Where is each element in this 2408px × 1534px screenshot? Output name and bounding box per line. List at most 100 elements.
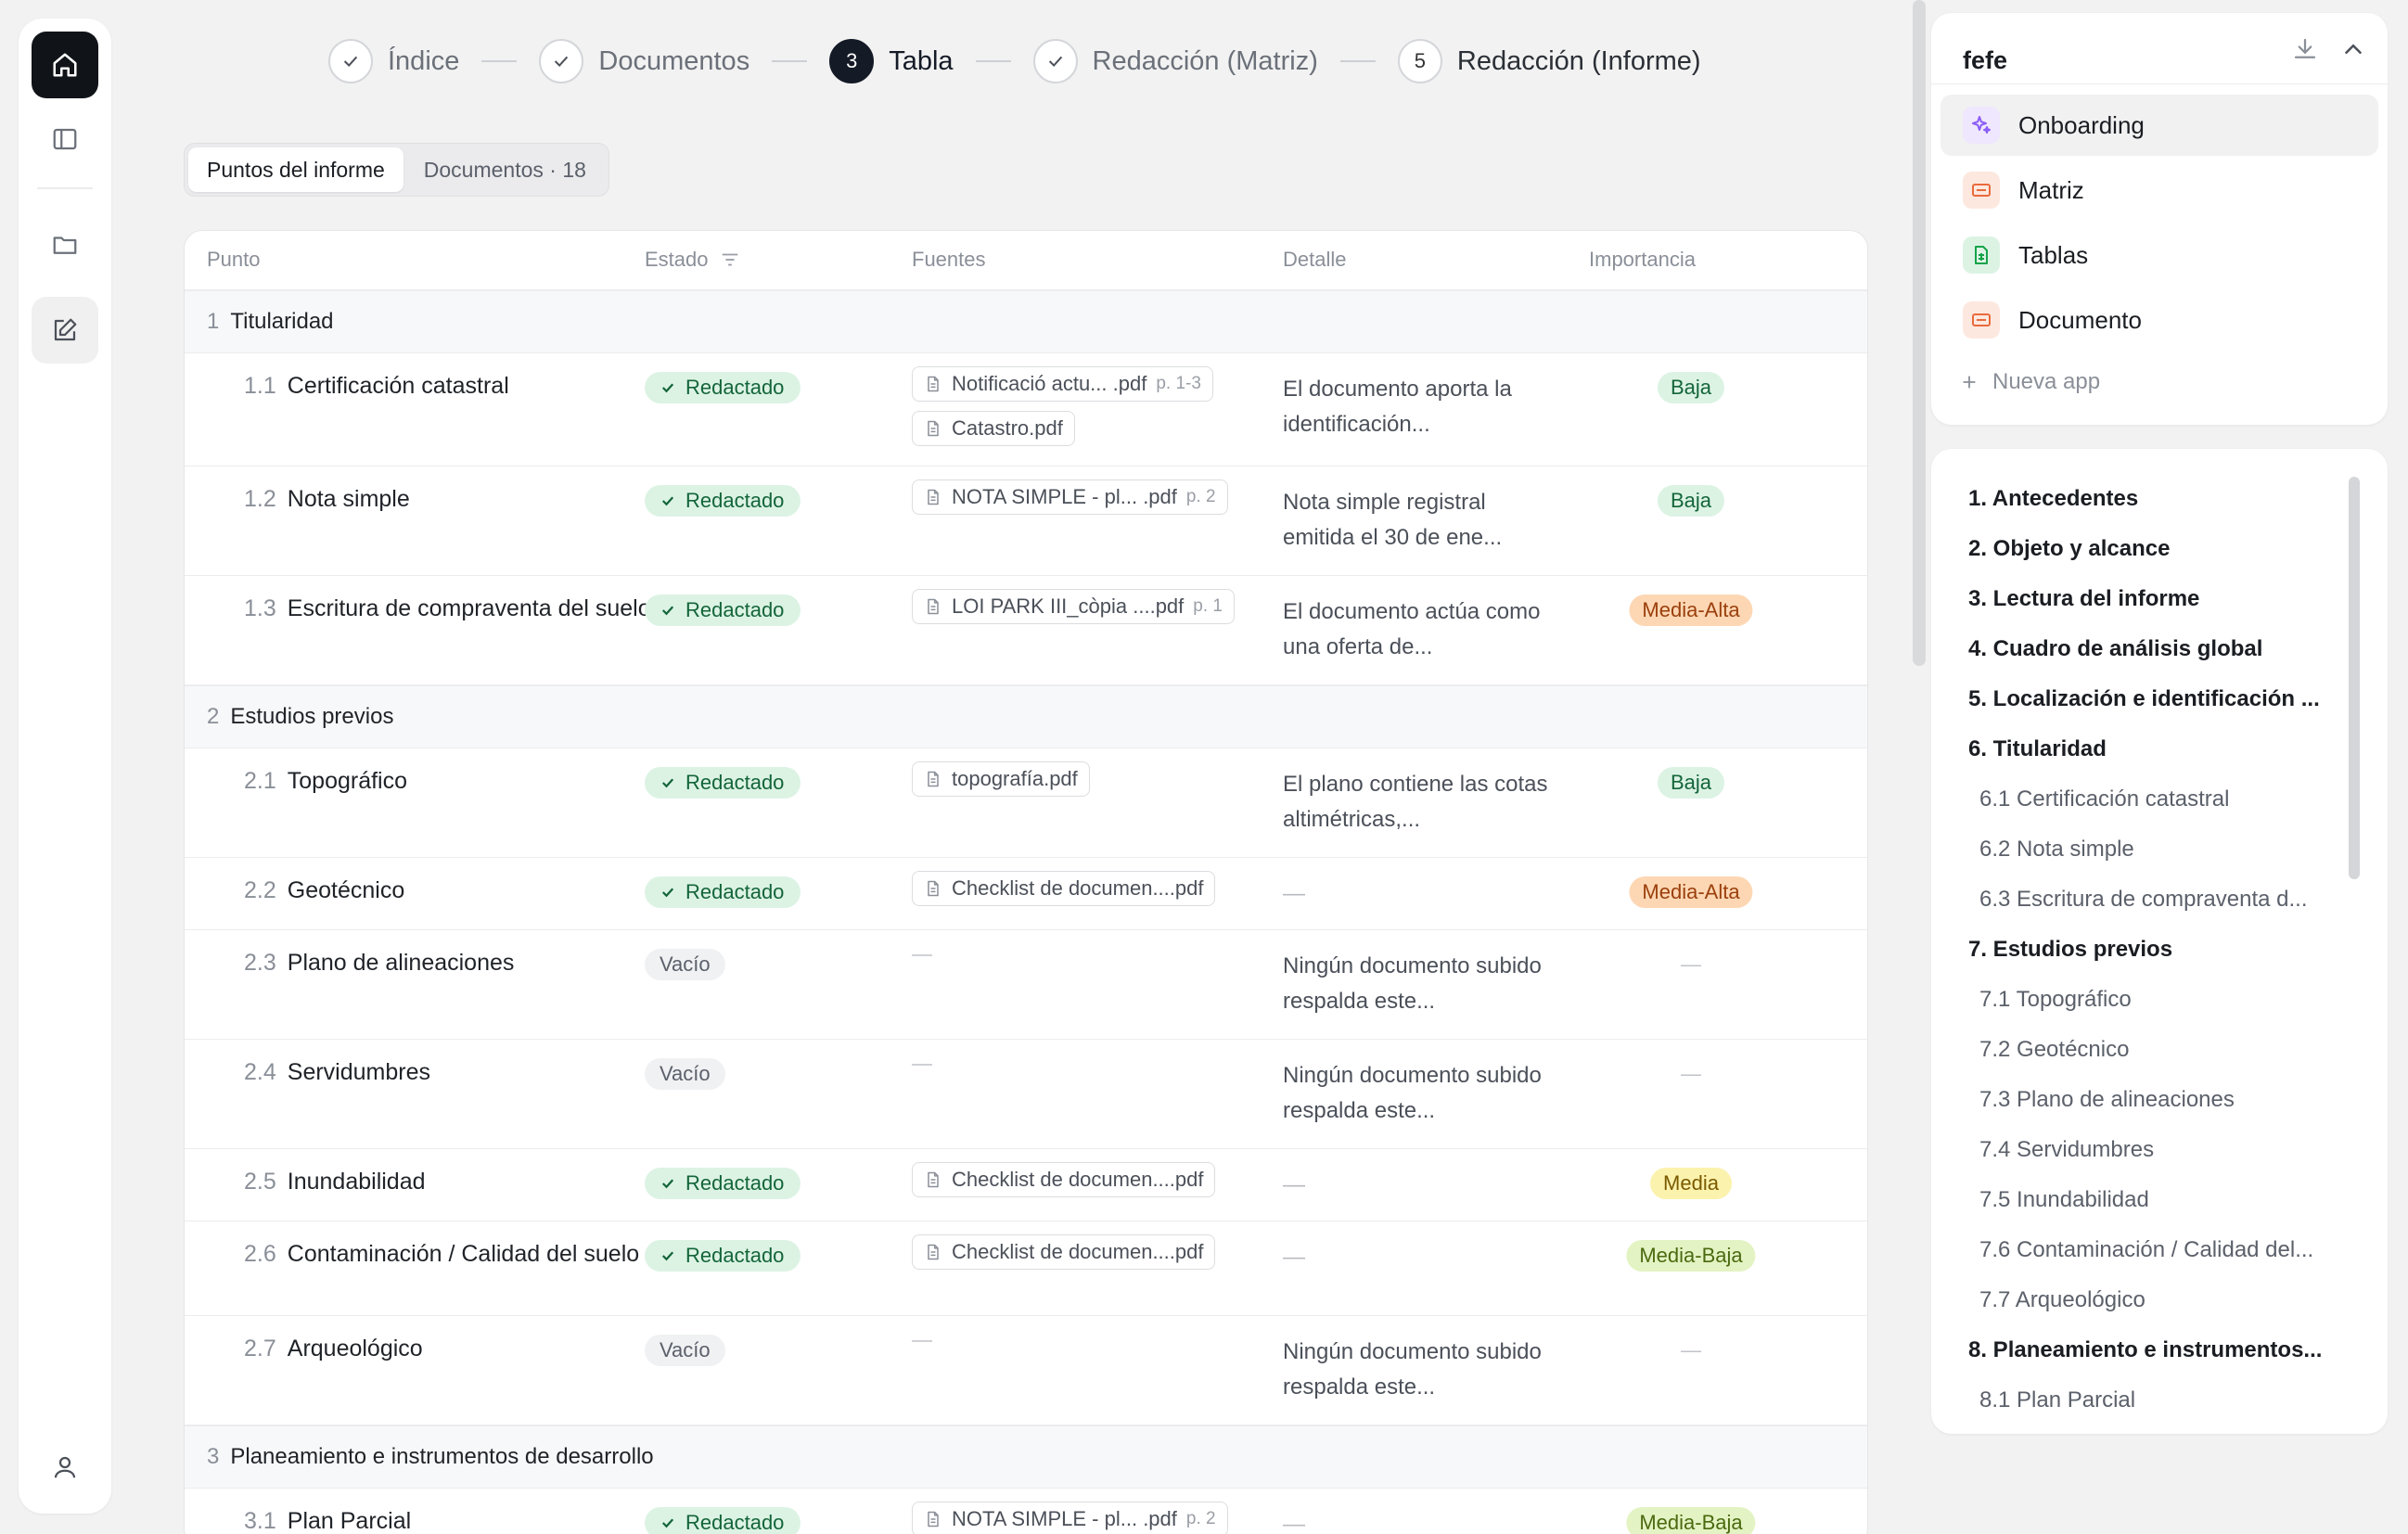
- step-tabla[interactable]: 3 Tabla: [829, 39, 954, 83]
- check-icon: [661, 888, 674, 898]
- point-cell: 1.1 Certificación catastral: [244, 372, 791, 400]
- outline-item[interactable]: 3. Lectura del informe: [1968, 586, 2200, 611]
- edit-button[interactable]: [32, 297, 98, 364]
- outline-item[interactable]: 2. Objeto y alcance: [1968, 536, 2171, 561]
- detail-text: Nota simple registral emitida el 30 de e…: [1283, 490, 1503, 550]
- tab-documentos[interactable]: Documentos · 18: [423, 157, 586, 182]
- table-row[interactable]: 1.2 Nota simple Redactado NOTA SIMPLE - p…: [185, 467, 1867, 576]
- app-item-documento[interactable]: Documento: [1940, 289, 2378, 351]
- table-row[interactable]: 2.4 Servidumbres Vacío Ningún documento su…: [185, 1040, 1867, 1149]
- status-label: Redactado: [685, 1244, 785, 1267]
- status-badge: Redactado: [645, 485, 801, 517]
- table-row[interactable]: 2.6 Contaminación / Calidad del suelo Red…: [185, 1221, 1867, 1316]
- table-row[interactable]: 3.1 Plan Parcial Redactado NOTA SIMPLE - …: [185, 1489, 1867, 1534]
- group-header[interactable]: 1 Titularidad: [185, 290, 1867, 353]
- group-number: 1: [207, 309, 220, 334]
- outline-item[interactable]: 8. Planeamiento e instrumentos...: [1968, 1337, 2323, 1362]
- outline-item[interactable]: 6.3 Escritura de compraventa d...: [1979, 887, 2308, 912]
- header-estado[interactable]: Estado: [645, 248, 740, 272]
- outline-item[interactable]: 7. Estudios previos: [1968, 937, 2173, 962]
- source-chip[interactable]: LOI PARK III_còpia ....pdf p. 1: [912, 589, 1235, 624]
- folder-icon: [53, 236, 77, 254]
- chevron-up-icon[interactable]: [2339, 35, 2367, 63]
- source-chip[interactable]: Checklist de documen....pdf: [912, 1234, 1216, 1270]
- outline-item[interactable]: 7.7 Arqueológico: [1979, 1287, 2145, 1312]
- outline-item[interactable]: 5. Localización e identificación ...: [1968, 686, 2320, 711]
- app-label: Matriz: [2018, 175, 2084, 204]
- outline-item[interactable]: 8.1 Plan Parcial: [1979, 1387, 2136, 1413]
- status-badge: Redactado: [645, 1240, 801, 1272]
- user-button[interactable]: [32, 1434, 98, 1501]
- toggle-sidebar-button[interactable]: [32, 106, 98, 173]
- point-title: Plan Parcial: [287, 1508, 412, 1534]
- source-chip[interactable]: Catastro.pdf: [912, 411, 1075, 446]
- point-number: 1.2: [244, 486, 276, 512]
- rail-divider: [37, 187, 93, 189]
- download-icon[interactable]: [2291, 35, 2319, 63]
- outline-item[interactable]: 7.1 Topográfico: [1979, 987, 2132, 1012]
- slides-icon: [1963, 301, 2000, 339]
- table-row[interactable]: 2.7 Arqueológico Vacío Ningún documento su…: [185, 1316, 1867, 1425]
- table-row[interactable]: 2.1 Topográfico Redactado topografía.pdf …: [185, 748, 1867, 858]
- main-scrollbar[interactable]: [1913, 0, 1926, 666]
- point-title: Contaminación / Calidad del suelo: [287, 1241, 640, 1267]
- source-chip[interactable]: NOTA SIMPLE - pl... .pdf p. 2: [912, 1502, 1228, 1534]
- detail-text: Ningún documento subido respalda este...: [1283, 1339, 1542, 1400]
- outline-item[interactable]: 7.3 Plano de alineaciones: [1979, 1087, 2235, 1112]
- tab-puntos-informe[interactable]: Puntos del informe: [188, 147, 403, 192]
- outline-scrollbar[interactable]: [2349, 477, 2360, 879]
- outline-item[interactable]: 1. Antecedentes: [1968, 486, 2139, 511]
- outline-item[interactable]: 7.5 Inundabilidad: [1979, 1187, 2149, 1212]
- edit-icon: [54, 318, 77, 341]
- step-redaccion-matriz[interactable]: Redacción (Matriz): [1032, 39, 1318, 83]
- source-chip[interactable]: NOTA SIMPLE - pl... .pdf p. 2: [912, 479, 1228, 515]
- sources-list: Checklist de documen....pdf: [912, 871, 1216, 906]
- importance-empty: —: [1681, 952, 1701, 976]
- new-app-button[interactable]: Nueva app: [1959, 369, 2100, 395]
- folder-button[interactable]: [32, 211, 98, 278]
- point-title: Plano de alineaciones: [287, 950, 515, 976]
- point-title: Inundabilidad: [287, 1169, 426, 1195]
- outline-item[interactable]: 6. Titularidad: [1968, 736, 2107, 761]
- point-cell: 2.3 Plano de alineaciones: [244, 949, 791, 977]
- table-row[interactable]: 2.2 Geotécnico Redactado Checklist de doc…: [185, 858, 1867, 930]
- group-header[interactable]: 2 Estudios previos: [185, 685, 1867, 748]
- point-number: 2.4: [244, 1059, 276, 1085]
- step-indice[interactable]: Índice: [328, 39, 459, 83]
- outline-item[interactable]: 6.2 Nota simple: [1979, 837, 2134, 862]
- status-label: Redactado: [685, 771, 785, 794]
- group-number: 3: [207, 1444, 220, 1469]
- outline-item[interactable]: 6.1 Certificación catastral: [1979, 786, 2230, 812]
- step-label: Redacción (Matriz): [1092, 45, 1318, 76]
- outline-item[interactable]: 4. Cuadro de análisis global: [1968, 636, 2263, 661]
- check-icon: [661, 606, 674, 616]
- status-badge: Redactado: [645, 876, 801, 908]
- source-chip[interactable]: topografía.pdf: [912, 761, 1090, 797]
- source-chip[interactable]: Notificació actu... .pdf p. 1-3: [912, 366, 1213, 402]
- app-item-matriz[interactable]: Matriz: [1940, 160, 2378, 221]
- importance-badge: Media-Baja: [1626, 1507, 1756, 1534]
- app-item-onboarding[interactable]: Onboarding: [1940, 95, 2378, 156]
- status-badge: Redactado: [645, 1168, 801, 1199]
- point-title: Arqueológico: [287, 1336, 423, 1361]
- detail-text: El plano contiene las cotas altimétricas…: [1283, 772, 1548, 832]
- app-item-tablas[interactable]: Tablas: [1940, 224, 2378, 286]
- table-row[interactable]: 2.3 Plano de alineaciones Vacío Ningún doc…: [185, 930, 1867, 1040]
- group-header[interactable]: 3 Planeamiento e instrumentos de desarro…: [185, 1425, 1867, 1489]
- step-documentos[interactable]: Documentos: [539, 39, 749, 83]
- table-row[interactable]: 1.1 Certificación catastral Redactado Not…: [185, 353, 1867, 467]
- outline-item[interactable]: 7.4 Servidumbres: [1979, 1137, 2155, 1162]
- outline-item[interactable]: 7.6 Contaminación / Calidad del...: [1979, 1237, 2314, 1262]
- source-chip[interactable]: Checklist de documen....pdf: [912, 1162, 1216, 1197]
- source-chip[interactable]: Checklist de documen....pdf: [912, 871, 1216, 906]
- source-page: p. 1: [1193, 596, 1223, 616]
- importance-empty: —: [1681, 1062, 1701, 1085]
- filter-icon[interactable]: [720, 249, 740, 270]
- status-label: Redactado: [685, 1511, 785, 1534]
- table-row[interactable]: 1.3 Escritura de compraventa del suelo Re…: [185, 576, 1867, 685]
- outline-item[interactable]: 7.2 Geotécnico: [1979, 1037, 2130, 1062]
- home-button[interactable]: [32, 32, 98, 98]
- plus-icon: [1963, 376, 1976, 389]
- step-redaccion-informe[interactable]: 5 Redacción (Informe): [1397, 39, 1701, 83]
- table-row[interactable]: 2.5 Inundabilidad Redactado Checklist de …: [185, 1149, 1867, 1221]
